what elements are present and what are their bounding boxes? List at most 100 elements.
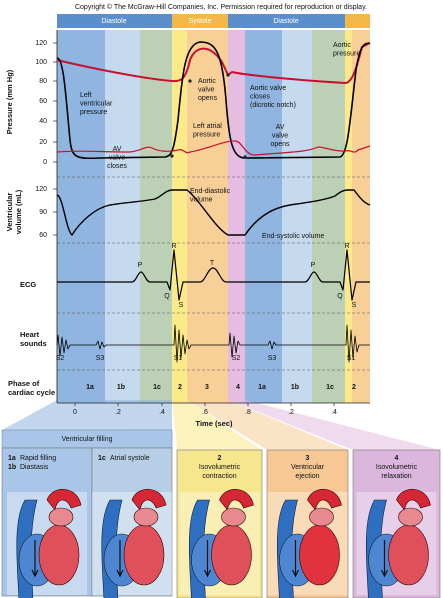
ecg-wave-label: S [179,302,184,309]
phase-band [172,30,187,403]
phase-label: 2 [178,384,182,391]
panel-text: Atrial systole [110,455,150,462]
y-axis-label: Ventricular [5,193,14,232]
panel-text: Ventricular [291,464,325,471]
panel-dividers [57,176,370,371]
atrium [309,507,334,527]
sound-label: S1 [174,355,183,362]
label-line: (dicrotic notch) [250,102,296,109]
panel-text: Rapid filling [20,455,56,462]
label-line: ventricular [80,100,113,107]
y-tick-label: 60 [39,232,47,239]
y-tick-label: 20 [39,139,47,146]
x-tick-label: .2 [115,409,121,416]
phase-label: 1a [86,384,94,391]
y-tick-label: 0 [43,159,47,166]
phase-band [187,30,228,403]
aorta [219,489,254,511]
atrium [221,507,246,527]
phase-label: 1c [326,384,334,391]
panel-text: Diastasis [20,464,49,471]
label-line: AV [276,124,285,131]
flow-arrow [380,540,389,578]
panel-id: 3 [306,455,310,462]
label-line: End-systolic volume [262,233,324,240]
y-tick-label: 60 [39,98,47,105]
phase-label: 1c [153,384,161,391]
ecg-wave-label: R [344,243,349,250]
flow-arrow [116,540,124,578]
x-tick-label: .4 [159,409,165,416]
funnels-part [228,400,440,450]
x-tick-label: .4 [331,409,337,416]
aorta [396,489,431,511]
atrium [133,507,159,527]
atrium [398,507,423,527]
phase-band [245,30,282,403]
valve-markers-part [170,154,174,158]
aortic-pressure [56,42,371,84]
panel-text: contraction [202,473,236,480]
x-tick-label: .6 [202,409,208,416]
header-label: Diastole [273,18,298,25]
valve-markers-part [226,73,230,77]
panel-id: 1c [98,455,106,462]
atrial-pressure [56,140,371,156]
header-bar: Diastole Systole Diastole [57,14,370,28]
panel-text: relaxation [381,473,411,480]
flow-arrow [291,540,300,578]
phase-label: 1b [291,384,299,391]
ecg-trace [57,249,370,301]
sound-label: S2 [56,355,65,362]
phase-band [282,30,312,403]
x-tick-label: .8 [245,409,251,416]
funnels-part [187,400,348,450]
label-line: pressure [193,131,220,138]
label-line: cardiac cycle [8,388,55,397]
label-line: Aortic valve [250,85,286,92]
header-bar-part [172,14,228,28]
header-bar-part [57,14,172,28]
phase-band [352,30,370,403]
label-line: valve [272,132,288,139]
funnels-part [2,400,172,430]
label-line: closes [250,93,270,100]
aorta [307,489,342,511]
label-line: pressure [333,50,360,57]
panel-group-header: Ventricular filling [1,429,173,449]
curves [56,41,371,363]
label-line: Left [80,92,92,99]
left-ventricle [211,524,252,586]
ecg-wave-label: S [352,302,357,309]
ecg-wave-label: T [210,260,215,267]
y-tick-label: 120 [35,40,47,47]
label-line: valve [198,86,214,93]
y-tick-label: 80 [39,78,47,85]
copyright: Copyright © The McGraw-Hill Companies, I… [75,3,367,11]
y-tick-label: 40 [39,118,47,125]
label-line: Phase of [8,379,40,388]
labels: Pressure (mm Hg)120100806040200Aorticpre… [5,40,360,428]
phase-band [105,30,140,403]
y-tick-label: 120 [35,186,47,193]
phase-panels: 1a Rapid filling 1b Diastasis 1c Atrial systo… [1,447,441,598]
label-line: Aortic [198,78,216,85]
phase-band [345,30,352,403]
left-ventricle [299,524,340,586]
label-line: opens [198,95,218,102]
ecg-wave-label: R [171,243,176,250]
label-line: closes [107,163,127,170]
label-line: opens [270,141,290,148]
sound-label: S3 [268,355,277,362]
x-tick-label: 0 [73,409,77,416]
header-bar-part [228,14,345,28]
phase-band [140,30,172,403]
y-axis-label: volume (mL) [14,189,23,234]
x-axis-label: Time (sec) [196,419,233,428]
funnels [2,400,440,450]
ventricular-pressure [56,41,371,160]
panel-text: Isovolumetric [199,464,241,471]
panel-id: 4 [395,455,399,462]
phase-label: 3 [205,384,209,391]
